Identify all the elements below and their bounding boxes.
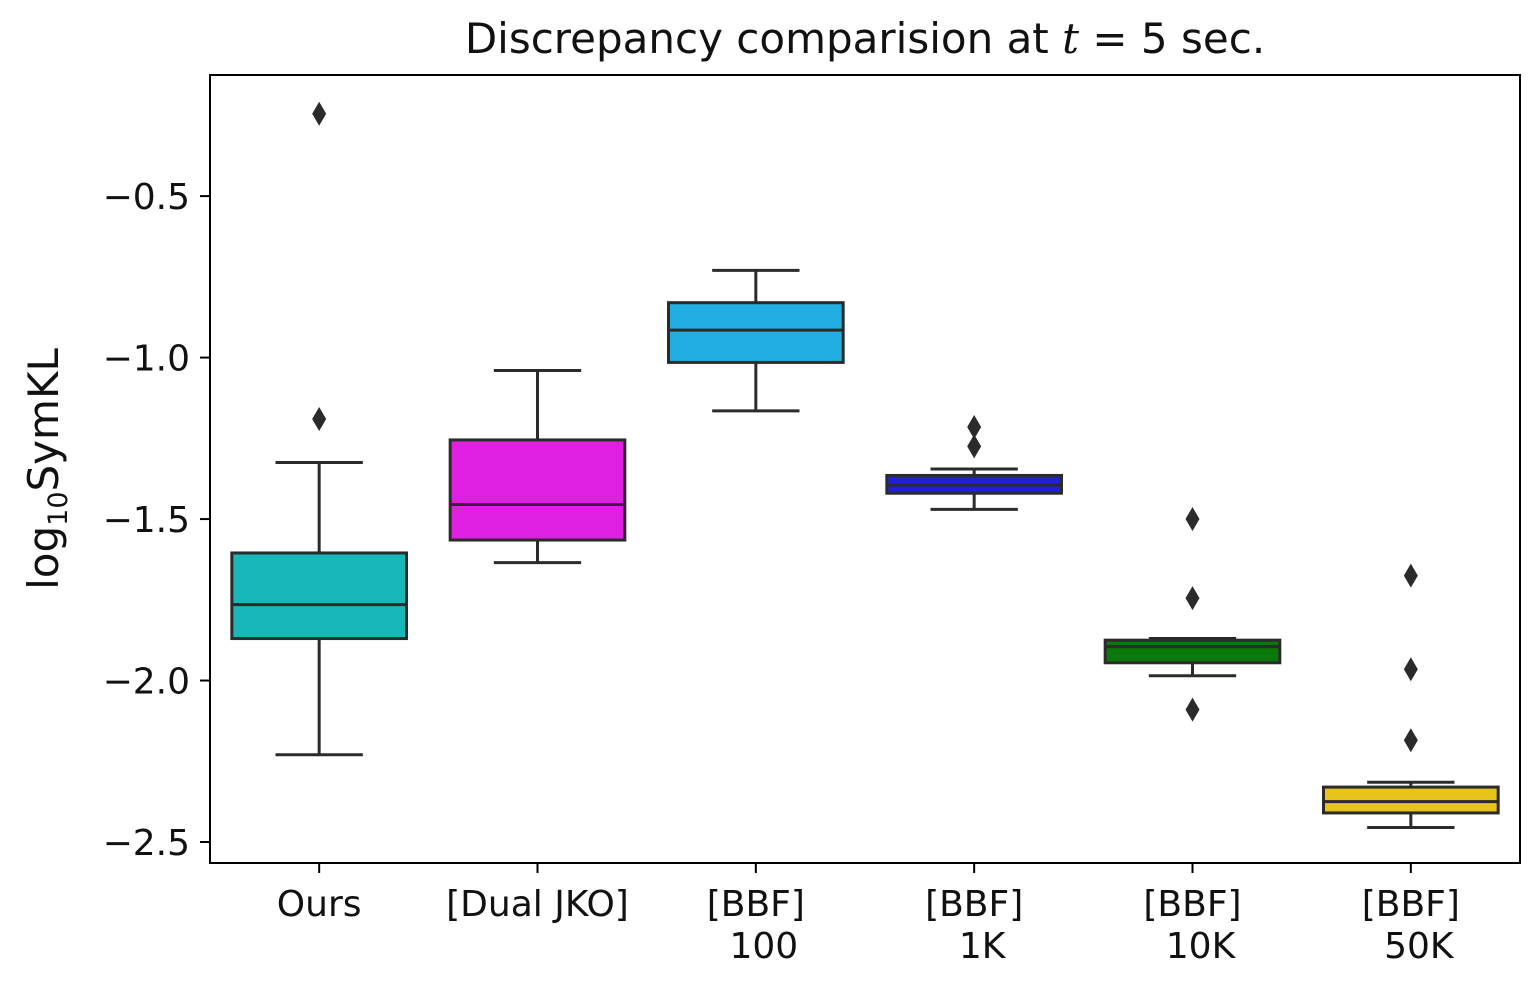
box-group (1103, 507, 1282, 722)
title-variable: t (1062, 14, 1080, 63)
box-body (667, 301, 845, 364)
title-equals: = (1079, 14, 1141, 63)
y-tick-label: −1.0 (103, 339, 190, 380)
outlier-point (312, 406, 327, 431)
x-tick-label: [BBF] 1K (925, 884, 1023, 967)
x-tick-label: Ours (277, 884, 362, 925)
y-tick-label: −2.0 (103, 662, 190, 703)
x-tick-label-line: [BBF] (1362, 884, 1460, 925)
y-tick-label: −2.5 (103, 823, 190, 864)
x-tick-label-line: 100 (729, 926, 798, 967)
plot-frame (209, 74, 1521, 864)
title-suffix: sec. (1167, 14, 1266, 63)
outlier-point (1403, 563, 1418, 588)
y-tick-label: −1.5 (103, 500, 190, 541)
x-tick-label: [BBF] 10K (1143, 884, 1241, 967)
y-axis-label-suffix: SymKL (19, 348, 68, 492)
outlier-point (1185, 586, 1200, 611)
x-tick-label-line: [BBF] (707, 884, 805, 925)
title-value: 5 (1140, 14, 1168, 63)
outlier-point (967, 415, 982, 440)
outlier-point (1403, 657, 1418, 682)
x-tick-label-line: 1K (959, 926, 1007, 967)
box-series (230, 101, 1500, 829)
box-group (1322, 563, 1500, 829)
x-axis: Ours [Dual JKO] [BBF] 100[BBF] 1K[BBF] 10K[BB… (277, 863, 1460, 967)
box-group (230, 101, 408, 757)
y-tick-label: −0.5 (103, 177, 190, 218)
outlier-point (967, 434, 982, 459)
x-tick-label-line: [BBF] (925, 884, 1023, 925)
x-tick-label-line: [BBF] (1143, 884, 1241, 925)
outlier-point (1403, 728, 1418, 753)
y-axis-label-subscript: 10 (43, 491, 74, 525)
y-axis-label: log10SymKL (19, 348, 74, 590)
box-body (1322, 785, 1500, 815)
x-tick-label-line: 10K (1166, 926, 1237, 967)
box-body (1103, 638, 1282, 665)
outlier-point (1185, 697, 1200, 722)
x-tick-label-line: 50K (1384, 926, 1455, 967)
box-group (667, 268, 845, 413)
outlier-point (312, 101, 327, 126)
x-tick-label: [BBF] 100 (707, 884, 805, 967)
chart-title: Discrepancy comparision at t = 5 sec. (210, 14, 1520, 63)
x-tick-label-line: [Dual JKO] (446, 884, 629, 925)
box-body (230, 551, 408, 641)
title-prefix: Discrepancy comparision at (464, 14, 1063, 63)
outlier-point (1185, 507, 1200, 532)
y-axis-label-prefix: log (19, 526, 68, 590)
x-tick-label: [BBF] 50K (1362, 884, 1460, 967)
x-tick-label-line: Ours (277, 884, 362, 925)
box-group (885, 415, 1063, 511)
x-tick-label: [Dual JKO] (446, 884, 629, 925)
y-axis: −0.5 −1.0 −1.5 −2.0 −2.5 (103, 177, 210, 864)
box-group (448, 369, 627, 565)
box-body (448, 438, 627, 542)
